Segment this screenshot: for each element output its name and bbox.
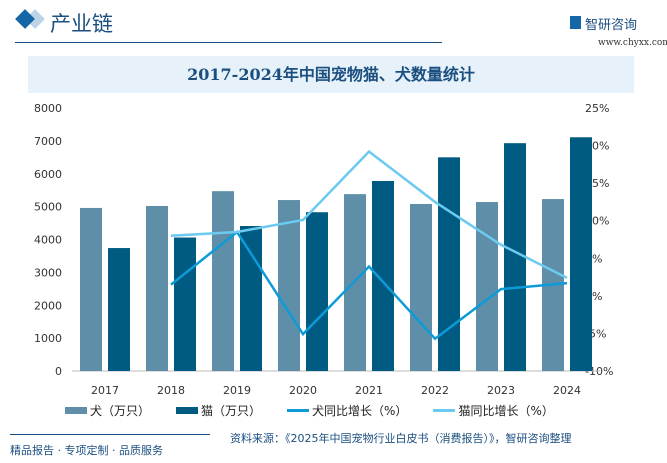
x-tick-label: 2023 xyxy=(487,384,515,397)
footer-divider xyxy=(10,434,210,435)
footer-tagline: 精品报告 · 专项定制 · 品质服务 xyxy=(10,444,163,457)
cat-bar xyxy=(570,137,592,371)
cat-bar xyxy=(240,226,262,371)
cat-bar xyxy=(306,212,328,371)
legend: 犬（万只） 猫（万只） 犬同比增长（%） 猫同比增长（%） xyxy=(65,402,554,419)
dog-bar xyxy=(80,207,102,371)
source-note: 资料来源：《2025年中国宠物行业白皮书（消费报告）》，智研咨询整理 xyxy=(230,432,572,445)
dog-bar xyxy=(278,200,300,371)
brand-name: 智研咨询 xyxy=(585,18,638,33)
y-tick-label: 1000 xyxy=(34,332,62,345)
cat-bar xyxy=(174,237,196,371)
brand-logo-icon xyxy=(570,16,581,29)
legend-label: 猫同比增长（%） xyxy=(458,404,554,418)
y-tick-label: 0 xyxy=(55,365,62,378)
legend-cat: 猫（万只） xyxy=(176,402,261,419)
chart-title: 2017-2024年中国宠物猫、犬数量统计 xyxy=(187,65,475,84)
cat-bar xyxy=(504,143,526,371)
chart-title-box: 2017-2024年中国宠物猫、犬数量统计 xyxy=(28,56,634,93)
x-tick-label: 2018 xyxy=(157,384,185,397)
cat-bar xyxy=(438,157,460,371)
x-tick-label: 2019 xyxy=(223,384,251,397)
legend-swatch xyxy=(65,407,87,414)
y2-tick-label: 25% xyxy=(585,102,609,115)
y-tick-label: 8000 xyxy=(34,102,62,115)
legend-cat-growth: 猫同比增长（%） xyxy=(433,402,554,419)
brand-url: www.chyxx.com xyxy=(598,38,667,48)
y-tick-label: 2000 xyxy=(34,299,62,312)
dog-bar xyxy=(146,205,168,371)
x-tick-label: 2022 xyxy=(421,384,449,397)
y-tick-label: 3000 xyxy=(34,266,62,279)
x-tick-label: 2020 xyxy=(289,384,317,397)
cat-bar xyxy=(108,248,130,371)
cat-bar xyxy=(372,180,394,371)
cat-growth-line xyxy=(170,149,568,279)
legend-line xyxy=(433,409,456,412)
legend-label: 猫（万只） xyxy=(201,404,262,418)
legend-dog-growth: 犬同比增长（%） xyxy=(287,402,407,419)
legend-swatch xyxy=(176,407,199,414)
y-tick-label: 7000 xyxy=(34,135,62,148)
chart: 010002000300040005000600070008000-10%-5%… xyxy=(34,102,613,397)
legend-dog: 犬（万只） xyxy=(65,402,150,419)
section-title: 产业链 xyxy=(50,12,113,36)
dog-bar xyxy=(212,191,234,371)
legend-label: 犬同比增长（%） xyxy=(312,404,408,418)
dog-bar xyxy=(476,202,498,371)
y-tick-label: 5000 xyxy=(34,201,62,214)
x-tick-label: 2021 xyxy=(355,384,383,397)
y-tick-label: 6000 xyxy=(34,168,62,181)
legend-line xyxy=(287,409,310,412)
legend-label: 犬（万只） xyxy=(90,404,151,418)
header-divider xyxy=(15,42,442,43)
dog-bar xyxy=(410,203,432,371)
x-tick-label: 2017 xyxy=(91,384,119,397)
y-tick-label: 4000 xyxy=(34,234,62,247)
x-tick-label: 2024 xyxy=(553,384,581,397)
